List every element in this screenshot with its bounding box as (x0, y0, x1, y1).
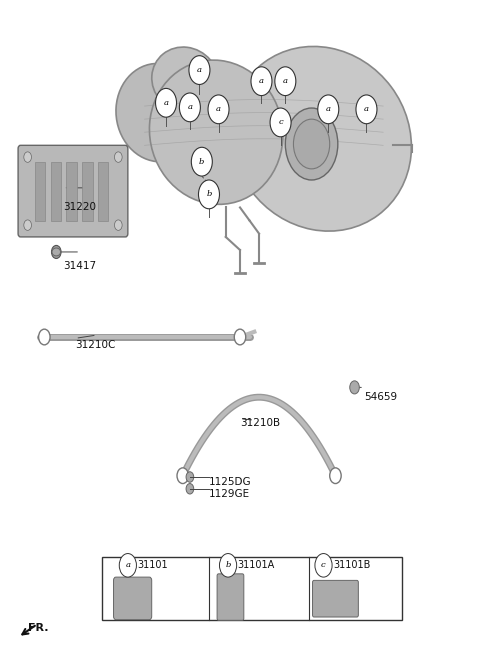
Ellipse shape (149, 60, 283, 204)
Bar (98, 162, 108, 221)
Circle shape (24, 220, 32, 231)
Circle shape (115, 152, 122, 162)
FancyBboxPatch shape (217, 574, 244, 620)
FancyBboxPatch shape (312, 580, 359, 617)
Text: c: c (321, 561, 326, 570)
Circle shape (330, 468, 341, 484)
Circle shape (51, 246, 61, 258)
Circle shape (199, 180, 219, 209)
FancyBboxPatch shape (18, 145, 128, 237)
Text: a: a (283, 78, 288, 85)
Circle shape (186, 484, 194, 494)
Text: c: c (278, 118, 283, 126)
Text: 1125DG: 1125DG (209, 477, 252, 487)
Circle shape (293, 119, 330, 169)
Ellipse shape (152, 47, 218, 113)
Ellipse shape (52, 248, 60, 256)
Bar (66, 162, 77, 221)
Text: 31220: 31220 (63, 202, 96, 212)
Bar (82, 162, 93, 221)
Circle shape (275, 67, 296, 96)
Circle shape (189, 56, 210, 85)
Circle shape (219, 554, 237, 577)
Text: 54659: 54659 (364, 392, 397, 402)
Circle shape (208, 95, 229, 124)
Text: b: b (206, 191, 212, 198)
Text: a: a (187, 103, 192, 112)
Text: a: a (164, 99, 168, 107)
Bar (35, 162, 45, 221)
Text: a: a (125, 561, 131, 570)
Circle shape (24, 152, 32, 162)
FancyBboxPatch shape (114, 577, 152, 620)
Text: b: b (199, 158, 204, 166)
Circle shape (251, 67, 272, 96)
Circle shape (285, 108, 338, 180)
Circle shape (180, 93, 200, 122)
Circle shape (270, 108, 291, 137)
Text: 1129GE: 1129GE (209, 489, 250, 499)
Ellipse shape (116, 64, 202, 162)
Text: 31210B: 31210B (240, 419, 280, 428)
Text: b: b (226, 561, 231, 570)
Circle shape (156, 89, 177, 117)
Circle shape (356, 95, 377, 124)
Text: a: a (197, 66, 202, 74)
Circle shape (315, 554, 332, 577)
Circle shape (318, 95, 339, 124)
Circle shape (350, 381, 360, 394)
Text: 31101: 31101 (137, 560, 168, 570)
Text: 31210C: 31210C (75, 340, 116, 350)
Text: a: a (326, 105, 331, 114)
Text: 31417: 31417 (63, 261, 96, 271)
Circle shape (177, 468, 189, 484)
Circle shape (186, 472, 194, 482)
Ellipse shape (231, 47, 411, 231)
Text: 31101B: 31101B (333, 560, 371, 570)
Bar (102, 558, 402, 620)
Circle shape (234, 329, 246, 345)
Text: 31101A: 31101A (238, 560, 275, 570)
Text: FR.: FR. (28, 623, 48, 633)
Circle shape (119, 554, 136, 577)
Circle shape (192, 147, 212, 176)
Circle shape (38, 329, 50, 345)
Text: a: a (259, 78, 264, 85)
Text: a: a (216, 105, 221, 114)
Text: a: a (364, 105, 369, 114)
Circle shape (115, 220, 122, 231)
Bar (50, 162, 61, 221)
